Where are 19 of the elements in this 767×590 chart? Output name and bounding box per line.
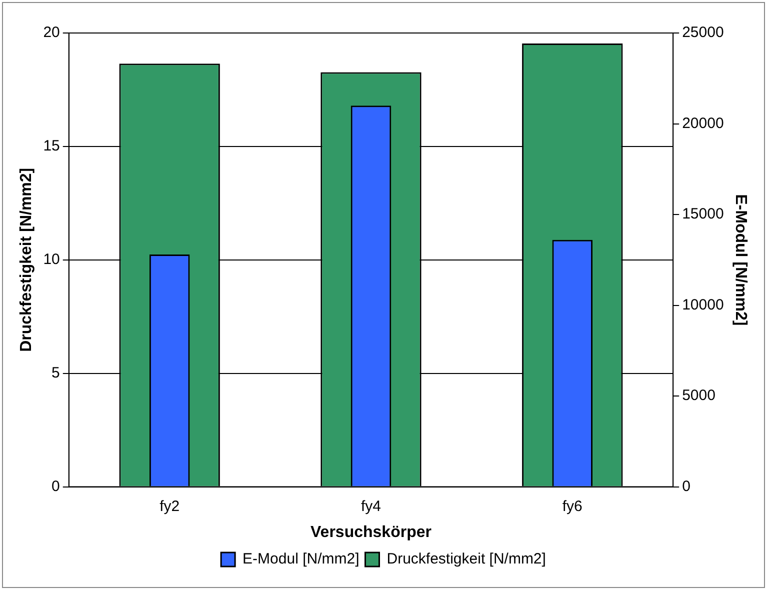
y2-tick-label: 0: [682, 478, 690, 495]
y2-axis-title: E-Modul [N/mm2]: [732, 194, 749, 326]
x-tick-label: fy6: [562, 498, 582, 515]
y2-tick-label: 20000: [682, 114, 724, 132]
y-tick-label: 15: [43, 138, 60, 155]
y-axis-title: Druckfestigkeit [N/mm2]: [18, 168, 36, 352]
x-axis-title: Versuchskörper: [310, 524, 432, 541]
y2-tick-label: 15000: [682, 206, 724, 223]
y-tick-label: 5: [52, 364, 60, 382]
y2-tick-label: 10000: [682, 296, 724, 314]
x-tick-label: fy2: [160, 498, 180, 515]
y2-tick-label: 25000: [682, 24, 724, 42]
x-tick-label: fy4: [360, 498, 381, 515]
legend-label: E-Modul [N/mm2]: [242, 550, 360, 568]
y-tick-label: 0: [52, 478, 60, 495]
legend-label: Druckfestigkeit [N/mm2]: [386, 550, 546, 568]
y2-tick-label: 5000: [682, 387, 716, 404]
y-tick-label: 20: [43, 24, 60, 42]
y-tick-label: 10: [43, 251, 60, 268]
